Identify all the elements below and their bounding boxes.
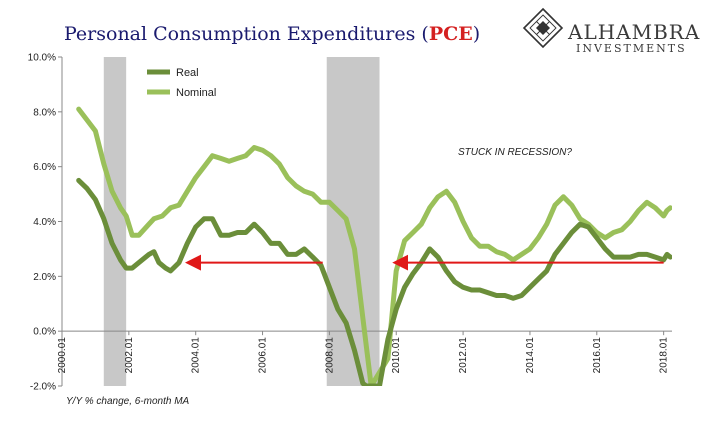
- x-tick-label: 2010.01: [391, 337, 402, 374]
- y-tick-label: 2.0%: [33, 272, 56, 283]
- y-tick-label: 4.0%: [33, 217, 56, 228]
- title-end: ): [473, 23, 480, 45]
- x-tick-label: 2014.01: [525, 337, 536, 374]
- series-line-real: [76, 177, 672, 386]
- y-tick-label: -2.0%: [30, 382, 56, 393]
- plot-area: -2.0% 0.0% 2.0% 4.0% 6.0% 8.0% 10.0% 2000.01 200…: [28, 53, 672, 393]
- x-tick-label: 2018.01: [659, 337, 670, 374]
- annotation-text: STUCK IN RECESSION?: [458, 147, 572, 158]
- y-tick-label: 0.0%: [33, 327, 56, 338]
- series-line-nominal: [76, 106, 672, 386]
- legend-label-nominal: Nominal: [176, 87, 216, 99]
- x-tick-label: 2002.01: [124, 337, 135, 374]
- y-tick-label: 6.0%: [33, 162, 56, 173]
- x-tick-label: 2012.01: [458, 337, 469, 374]
- x-tick-label: 2004.01: [191, 337, 202, 374]
- legend-label-real: Real: [176, 67, 199, 79]
- logo-name: ALHAMBRA: [567, 20, 700, 44]
- x-tick-label: 2008.01: [324, 337, 335, 374]
- title-main: Personal Consumption Expenditures (: [64, 23, 429, 45]
- y-tick-label: 8.0%: [33, 107, 56, 118]
- y-tick-label: 10.0%: [28, 53, 56, 64]
- x-tick-label: 2000.01: [57, 337, 68, 374]
- diamond-lattice-icon: [522, 7, 564, 49]
- recession-band: [103, 57, 127, 386]
- x-tick-label: 2016.01: [592, 337, 603, 374]
- alhambra-logo: ALHAMBRA INVESTMENTS: [522, 7, 700, 55]
- x-tick-label: 2006.01: [258, 337, 269, 374]
- logo-subtitle: INVESTMENTS: [576, 42, 687, 55]
- recession-band: [326, 57, 380, 386]
- footnote: Y/Y % change, 6-month MA: [66, 396, 190, 407]
- title-highlight: PCE: [429, 23, 473, 45]
- chart-title: Personal Consumption Expenditures (PCE): [64, 23, 480, 45]
